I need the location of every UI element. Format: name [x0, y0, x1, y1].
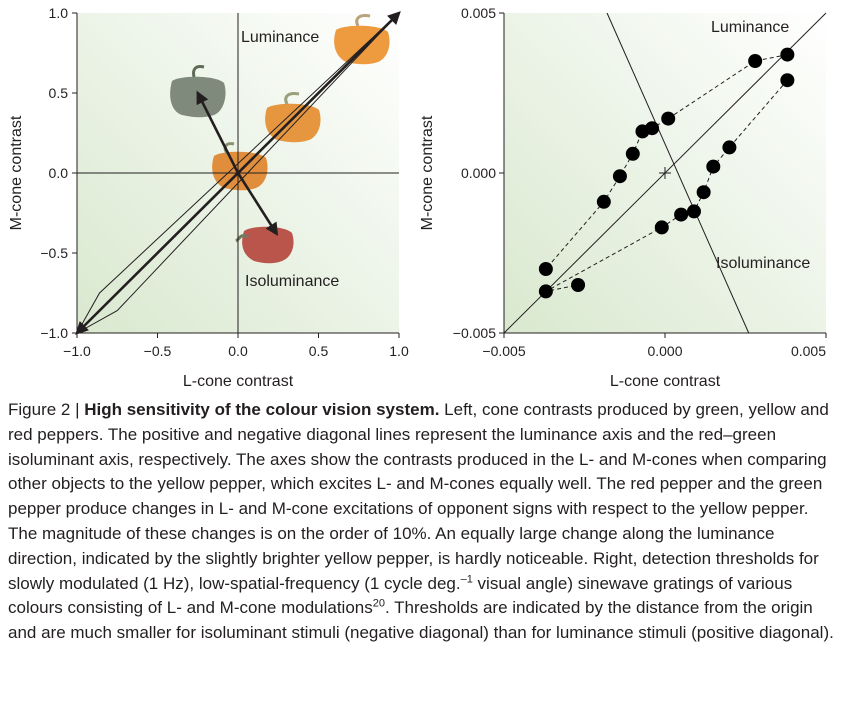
threshold-point: [538, 262, 553, 276]
threshold-point: [654, 220, 669, 235]
left-y-tick-label: 0.5: [49, 85, 69, 101]
left-panel: −1.0 −0.5 0.0 0.5 1.0 1.0 0.5 0.0 −0.5 −…: [8, 5, 409, 390]
left-y-tick-label: 0.0: [49, 165, 69, 181]
left-y-tick-label: 1.0: [49, 5, 69, 21]
right-y-tick-label: 0.005: [461, 5, 496, 21]
caption-body: visual angle) sinewave gratings of vario…: [8, 573, 793, 618]
left-x-axis-title: L-cone contrast: [183, 373, 294, 390]
left-y-ticks: 1.0 0.5 0.0 −0.5 −1.0: [40, 5, 77, 341]
left-x-tick-label: 0.5: [309, 343, 329, 359]
left-x-tick-label: 0.0: [228, 343, 248, 359]
threshold-point: [612, 169, 627, 184]
threshold-point: [748, 54, 763, 68]
threshold-point: [596, 194, 611, 209]
figure-2: −1.0 −0.5 0.0 0.5 1.0 1.0 0.5 0.0 −0.5 −…: [8, 5, 827, 390]
left-luminance-label: Luminance: [241, 29, 319, 46]
threshold-point: [635, 124, 650, 139]
right-x-axis-title: L-cone contrast: [610, 373, 721, 390]
figure-caption: Figure 2 | High sensitivity of the colou…: [8, 398, 838, 646]
left-isoluminance-label: Isoluminance: [245, 273, 339, 290]
caption-body: Left, cone contrasts produced by green, …: [8, 400, 829, 593]
right-x-tick-label: 0.000: [647, 343, 682, 359]
caption-title: High sensitivity of the colour vision sy…: [84, 400, 440, 419]
threshold-point: [780, 73, 795, 88]
caption-body: . Thresholds are indicated by the distan…: [8, 598, 834, 643]
caption-superscript: –1: [460, 572, 473, 585]
right-y-ticks: 0.005 0.000 −0.005: [453, 5, 504, 341]
threshold-point: [661, 111, 676, 126]
right-panel: −0.005 0.000 0.005 0.005 0.000 −0.005 Lu…: [419, 5, 827, 390]
threshold-points: [538, 47, 795, 299]
right-x-tick-label: −0.005: [482, 343, 525, 359]
red-pepper-arrow: [236, 172, 279, 236]
threshold-point: [571, 278, 586, 292]
left-y-tick-label: −0.5: [40, 245, 68, 261]
left-y-axis-title: M-cone contrast: [8, 115, 25, 230]
left-y-tick-label: −1.0: [40, 325, 68, 341]
right-isoluminance-line: [606, 12, 750, 334]
right-y-tick-label: 0.000: [461, 165, 496, 181]
right-y-tick-label: −0.005: [453, 325, 496, 341]
threshold-point: [625, 146, 640, 161]
left-x-tick-label: 1.0: [389, 343, 409, 359]
threshold-point: [538, 284, 553, 299]
threshold-point: [674, 207, 689, 222]
threshold-point: [696, 185, 711, 200]
threshold-point: [686, 204, 701, 219]
green-pepper-arrow: [196, 90, 240, 174]
right-isoluminance-label: Isoluminance: [716, 255, 810, 272]
right-x-ticks: −0.005 0.000 0.005: [482, 333, 827, 359]
right-x-tick-label: 0.005: [791, 343, 826, 359]
left-x-tick-label: −0.5: [144, 343, 172, 359]
left-x-tick-label: −1.0: [63, 343, 91, 359]
right-luminance-label: Luminance: [711, 19, 789, 36]
caption-reference: 20: [372, 597, 385, 610]
left-x-ticks: −1.0 −0.5 0.0 0.5 1.0: [63, 333, 409, 359]
caption-prefix: Figure 2 |: [8, 400, 85, 419]
threshold-point: [722, 140, 737, 155]
threshold-point: [780, 47, 795, 62]
threshold-point: [706, 159, 721, 174]
right-y-axis-title: M-cone contrast: [419, 115, 436, 230]
